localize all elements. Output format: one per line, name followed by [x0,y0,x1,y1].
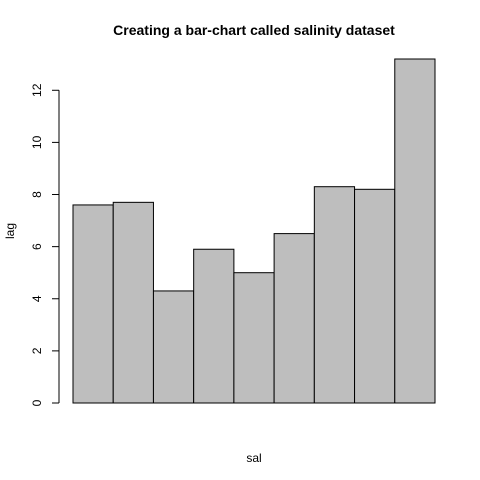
y-tick-label: 2 [30,347,44,354]
y-tick-label: 4 [30,295,44,302]
y-tick-label: 0 [30,399,44,406]
x-axis-label: sal [246,451,261,465]
bar-6 [273,233,315,404]
bar-9 [394,58,436,404]
chart-title: Creating a bar-chart called salinity dat… [113,22,395,38]
bar-4 [193,248,235,404]
bar-1 [72,204,114,404]
bar-7 [313,186,356,404]
bars-group [72,58,436,404]
bar-8 [354,188,396,404]
y-axis-label: lag [3,223,17,239]
bar-3 [152,290,195,404]
y-tick-label: 12 [30,83,44,97]
y-axis: 0 2 4 6 8 10 12 [30,83,60,406]
bar-5 [233,272,275,404]
bar-2 [112,201,154,404]
y-tick-label: 10 [30,135,44,149]
y-tick-label: 6 [30,243,44,250]
y-tick-label: 8 [30,191,44,198]
